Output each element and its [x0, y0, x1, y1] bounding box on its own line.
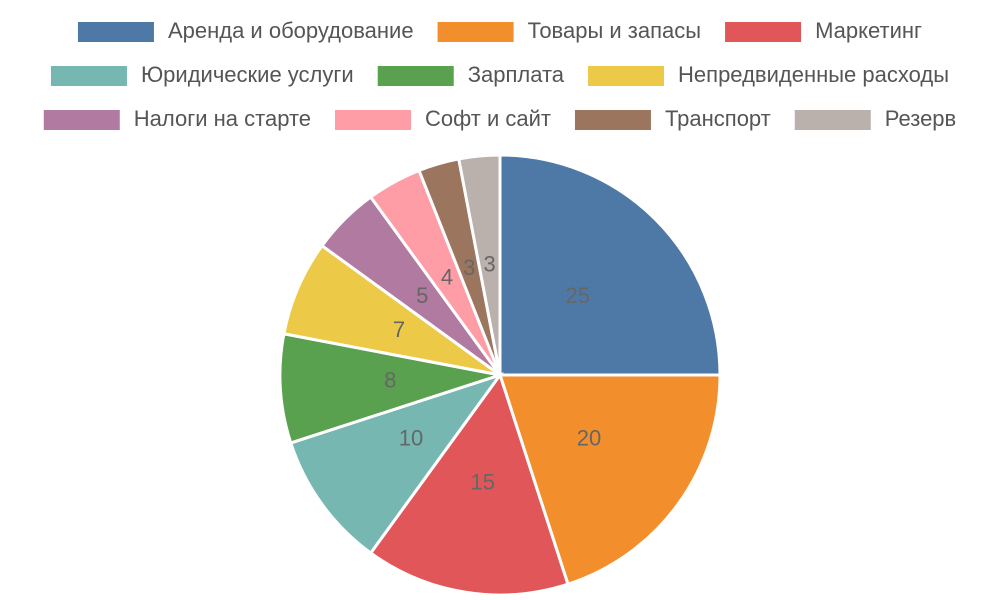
legend-swatch: [794, 110, 871, 130]
legend-swatch: [574, 110, 651, 130]
legend-item: Маркетинг: [725, 18, 922, 43]
pie-slice: [498, 153, 722, 377]
legend-label: Транспорт: [665, 106, 771, 131]
legend-swatch: [725, 22, 802, 42]
legend-swatch: [335, 110, 412, 130]
legend-item: Юридические услуги: [50, 62, 354, 87]
pie-slice: [288, 372, 504, 556]
legend-label: Зарплата: [468, 62, 565, 87]
legend-label: Аренда и оборудование: [168, 18, 414, 43]
legend-swatch: [77, 22, 154, 42]
legend-label: Маркетинг: [815, 18, 922, 43]
slice-label: 8: [384, 368, 396, 393]
legend-label: Налоги на старте: [134, 106, 311, 131]
legend-item: Налоги на старте: [43, 106, 311, 131]
slice-label: 3: [484, 251, 496, 276]
legend-label: Товары и запасы: [528, 18, 701, 43]
legend-swatch: [43, 110, 120, 130]
legend-swatch: [588, 66, 665, 86]
slice-label: 15: [471, 469, 495, 494]
legend-item: Аренда и оборудование: [77, 18, 414, 43]
legend-label: Непредвиденные расходы: [678, 62, 949, 87]
pie-slice: [368, 371, 570, 597]
legend-item: Резерв: [794, 106, 956, 131]
slice-label: 10: [399, 425, 423, 450]
legend-label: Юридические услуги: [141, 62, 354, 87]
slice-label: 25: [566, 283, 590, 308]
legend-item: Софт и сайт: [335, 106, 551, 131]
pie-slice: [457, 153, 502, 376]
legend-item: Товары и запасы: [437, 18, 701, 43]
legend-swatch: [50, 66, 127, 86]
slice-label: 5: [416, 283, 428, 308]
slice-label: 20: [577, 425, 601, 450]
legend-item: Непредвиденные расходы: [588, 62, 949, 87]
slice-label: 7: [393, 317, 405, 342]
legend-item: Зарплата: [377, 62, 565, 87]
legend-swatch: [437, 22, 514, 42]
slice-label: 3: [463, 255, 475, 280]
pie-slice: [278, 332, 501, 445]
legend-item: Транспорт: [574, 106, 771, 131]
legend-label: Резерв: [885, 106, 956, 131]
legend-swatch: [377, 66, 454, 86]
legend-label: Софт и сайт: [425, 106, 551, 131]
pie-slice: [497, 373, 722, 587]
slice-label: 4: [441, 264, 453, 289]
